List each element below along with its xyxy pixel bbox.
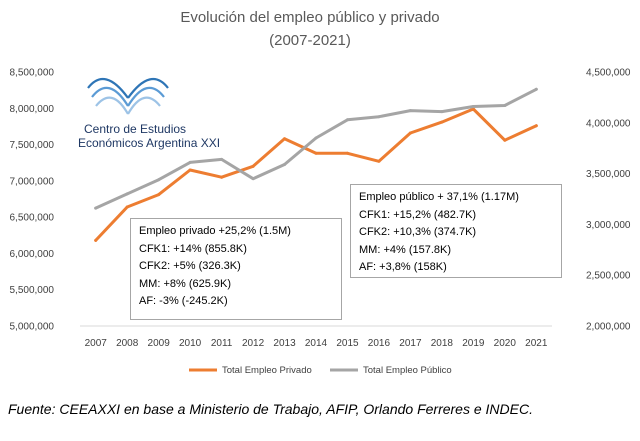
annotation-publico-line: MM: +4% (157.8K)	[359, 243, 452, 256]
logo-line1: Centro de Estudios	[84, 122, 186, 136]
legend: Total Empleo Privado Total Empleo Públic…	[189, 365, 452, 376]
data-point-publico	[314, 136, 318, 140]
data-point-privado	[377, 159, 381, 163]
data-point-publico	[503, 104, 507, 108]
data-point-publico	[157, 178, 161, 182]
annotation-publico-line: Empleo público + 37,1% (1.17M)	[359, 191, 519, 203]
y-left-tick-label: 6,000,000	[10, 249, 55, 260]
x-tick-label: 2011	[211, 338, 233, 349]
y-right-tick-label: 4,000,000	[586, 118, 631, 129]
annotation-publico-line: AF: +3,8% (158K)	[359, 261, 447, 273]
data-point-publico	[283, 162, 287, 166]
x-tick-label: 2007	[85, 338, 108, 349]
x-axis: 2007 2008 2009 2010 2011 2012 2013 2014 2015 2016…	[85, 338, 548, 349]
data-point-publico	[251, 177, 255, 181]
x-tick-label: 2020	[494, 338, 517, 349]
data-point-privado	[440, 120, 444, 124]
x-tick-label: 2019	[462, 338, 485, 349]
x-tick-label: 2013	[273, 338, 296, 349]
data-point-privado	[314, 151, 318, 155]
data-point-privado	[125, 205, 129, 209]
data-point-privado	[94, 238, 98, 242]
data-point-publico	[220, 157, 224, 161]
book-arcs-icon	[87, 77, 169, 115]
x-tick-label: 2018	[431, 338, 454, 349]
data-point-privado	[534, 124, 538, 128]
y-left-tick-label: 8,500,000	[10, 68, 55, 79]
data-point-publico	[125, 192, 129, 196]
data-point-publico	[94, 206, 98, 210]
data-point-publico	[408, 109, 412, 113]
y-left-tick-label: 7,000,000	[10, 176, 55, 187]
data-point-publico	[534, 87, 538, 91]
legend-label-privado: Total Empleo Privado	[222, 365, 312, 376]
data-point-privado	[283, 137, 287, 141]
y-axis-right: 2,000,000 2,500,000 3,000,000 3,500,000 4,00…	[586, 68, 631, 333]
data-point-privado	[345, 151, 349, 155]
annotation-publico: Empleo público + 37,1% (1.17M) CFK1: +15…	[350, 184, 562, 278]
y-right-tick-label: 3,000,000	[586, 220, 631, 231]
annotation-privado-line: MM: +8% (625.9K)	[139, 277, 232, 290]
data-point-publico	[440, 110, 444, 114]
logo-line2: Económicos Argentina XXI	[78, 136, 220, 150]
data-point-privado	[157, 193, 161, 197]
series-layer	[94, 87, 538, 242]
x-tick-label: 2015	[336, 338, 359, 349]
x-tick-label: 2010	[179, 338, 202, 349]
data-point-privado	[408, 131, 412, 135]
data-point-publico	[188, 160, 192, 164]
y-left-tick-label: 5,000,000	[10, 322, 55, 333]
x-tick-label: 2008	[116, 338, 139, 349]
chart: Evolución del empleo público y privado (…	[10, 9, 631, 376]
y-right-tick-label: 2,500,000	[586, 271, 631, 282]
y-right-tick-label: 2,000,000	[586, 322, 631, 333]
y-left-tick-label: 6,500,000	[10, 213, 55, 224]
data-point-publico	[345, 118, 349, 122]
data-point-privado	[188, 168, 192, 172]
x-tick-label: 2014	[305, 338, 328, 349]
data-point-privado	[503, 138, 507, 142]
logo: Centro de Estudios Económicos Argentina …	[78, 77, 220, 150]
annotation-privado-line: AF: -3% (-245.2K)	[139, 295, 228, 307]
y-axis-left: 5,000,000 5,500,000 6,000,000 6,500,000 7,00…	[10, 68, 55, 333]
y-right-tick-label: 3,500,000	[586, 169, 631, 180]
y-right-tick-label: 4,500,000	[586, 68, 631, 79]
y-left-tick-label: 5,500,000	[10, 285, 55, 296]
data-point-privado	[251, 164, 255, 168]
y-left-tick-label: 8,000,000	[10, 104, 55, 115]
chart-subtitle: (2007-2021)	[269, 32, 351, 49]
annotation-publico-line: CFK2: +10,3% (374.7K)	[359, 226, 477, 238]
y-left-tick-label: 7,500,000	[10, 140, 55, 151]
source-note: Fuente: CEEAXXI en base a Ministerio de …	[8, 401, 533, 417]
annotation-privado-line: Empleo privado +25,2% (1.5M)	[139, 225, 291, 237]
data-point-privado	[471, 107, 475, 111]
data-point-publico	[377, 115, 381, 119]
data-point-privado	[220, 175, 224, 179]
x-tick-label: 2009	[148, 338, 171, 349]
x-tick-label: 2021	[525, 338, 548, 349]
x-tick-label: 2012	[242, 338, 265, 349]
x-tick-label: 2016	[368, 338, 391, 349]
x-tick-label: 2017	[399, 338, 422, 349]
annotation-privado: Empleo privado +25,2% (1.5M) CFK1: +14% …	[130, 218, 342, 320]
annotation-privado-line: CFK1: +14% (855.8K)	[139, 242, 247, 255]
chart-title: Evolución del empleo público y privado	[180, 9, 439, 26]
legend-label-publico: Total Empleo Público	[363, 365, 452, 376]
data-point-publico	[471, 105, 475, 109]
annotation-publico-line: CFK1: +15,2% (482.7K)	[359, 208, 477, 221]
annotation-privado-line: CFK2: +5% (326.3K)	[139, 260, 241, 272]
